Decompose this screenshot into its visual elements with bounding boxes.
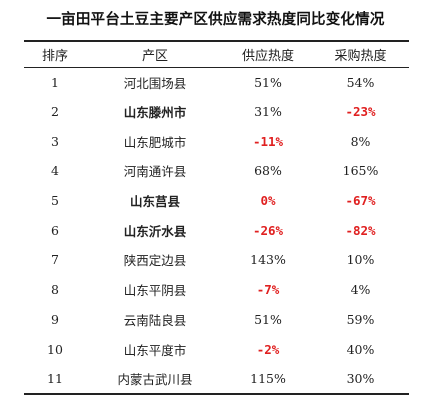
header-region: 产区 — [141, 48, 168, 64]
cell-supply-heat: 51% — [254, 74, 282, 90]
cell-region: 山东平阴县 — [123, 283, 187, 299]
table-row: 1 河北围场县 51% 54% — [24, 67, 409, 97]
cell-supply-heat: 115% — [250, 370, 286, 386]
cell-rank: 10 — [47, 341, 63, 357]
table-row: 7 陕西定边县 143% 10% — [24, 245, 409, 275]
table-title: 一亩田平台土豆主要产区供应需求热度同比变化情况 — [46, 12, 385, 28]
supply-demand-table: 排序 产区 供应热度 采购热度 1 河北围场县 51% 54% 2 山东滕州市 31% -23… — [24, 40, 409, 395]
cell-supply-heat: 143% — [250, 252, 286, 268]
table-row: 11 内蒙古武川县 115% 30% — [24, 364, 409, 394]
cell-purchase-heat: 59% — [346, 311, 375, 327]
table-header: 排序 产区 供应热度 采购热度 — [24, 41, 409, 67]
header-supply-heat: 供应热度 — [241, 48, 294, 64]
cell-purchase-heat: 54% — [346, 74, 375, 90]
cell-purchase-heat: 10% — [346, 252, 375, 268]
cell-rank: 9 — [51, 311, 59, 327]
cell-purchase-heat: 165% — [342, 163, 379, 179]
table-row: 3 山东肥城市 -11% 8% — [24, 126, 409, 156]
cell-supply-heat: 68% — [254, 163, 282, 179]
cell-rank: 8 — [51, 282, 59, 298]
header-row: 排序 产区 供应热度 采购热度 — [24, 41, 409, 67]
cell-purchase-heat: 30% — [346, 370, 375, 386]
cell-rank: 1 — [51, 74, 59, 90]
cell-rank: 11 — [47, 370, 63, 386]
cell-rank: 2 — [51, 104, 59, 120]
table-row: 5 山东莒县 0% -67% — [24, 186, 409, 216]
cell-region: 云南陆良县 — [123, 312, 187, 328]
cell-purchase-heat: -67% — [345, 193, 376, 209]
table-row: 6 山东沂水县 -26% -82% — [24, 215, 409, 245]
cell-rank: 7 — [51, 252, 59, 268]
table-row: 4 河南通许县 68% 165% — [24, 156, 409, 186]
table-row: 9 云南陆良县 51% 59% — [24, 305, 409, 335]
cell-purchase-heat: 40% — [346, 341, 375, 357]
table-row: 10 山东平度市 -2% 40% — [24, 334, 409, 364]
cell-region: 河北围场县 — [123, 75, 187, 91]
header-purchase-heat: 采购热度 — [334, 48, 387, 64]
cell-supply-heat: -7% — [256, 282, 280, 298]
cell-rank: 5 — [51, 193, 59, 209]
cell-supply-heat: -2% — [256, 341, 280, 357]
cell-supply-heat: 0% — [260, 193, 276, 209]
cell-rank: 6 — [51, 222, 59, 238]
cell-region: 内蒙古武川县 — [117, 371, 193, 387]
cell-region: 陕西定边县 — [123, 253, 187, 269]
cell-rank: 3 — [51, 133, 59, 149]
cell-purchase-heat: 8% — [350, 133, 371, 149]
cell-supply-heat: 31% — [254, 104, 282, 120]
cell-purchase-heat: -23% — [345, 104, 376, 120]
cell-region: 河南通许县 — [123, 164, 187, 180]
cell-rank: 4 — [51, 163, 59, 179]
cell-region: 山东沂水县 — [123, 223, 187, 239]
cell-region: 山东滕州市 — [123, 105, 187, 121]
cell-purchase-heat: 4% — [350, 282, 371, 298]
cell-supply-heat: -11% — [252, 133, 284, 149]
cell-supply-heat: -26% — [252, 222, 284, 238]
cell-region: 山东莒县 — [129, 194, 180, 210]
cell-purchase-heat: -82% — [345, 222, 376, 238]
table-row: 2 山东滕州市 31% -23% — [24, 97, 409, 127]
table-row: 8 山东平阴县 -7% 4% — [24, 275, 409, 305]
table-body: 1 河北围场县 51% 54% 2 山东滕州市 31% -23% 3 山东肥城市 -11% 8% 4 河南… — [24, 67, 409, 394]
cell-region: 山东肥城市 — [123, 134, 187, 150]
cell-region: 山东平度市 — [123, 342, 187, 358]
header-rank: 排序 — [41, 48, 68, 64]
cell-supply-heat: 51% — [254, 311, 282, 327]
